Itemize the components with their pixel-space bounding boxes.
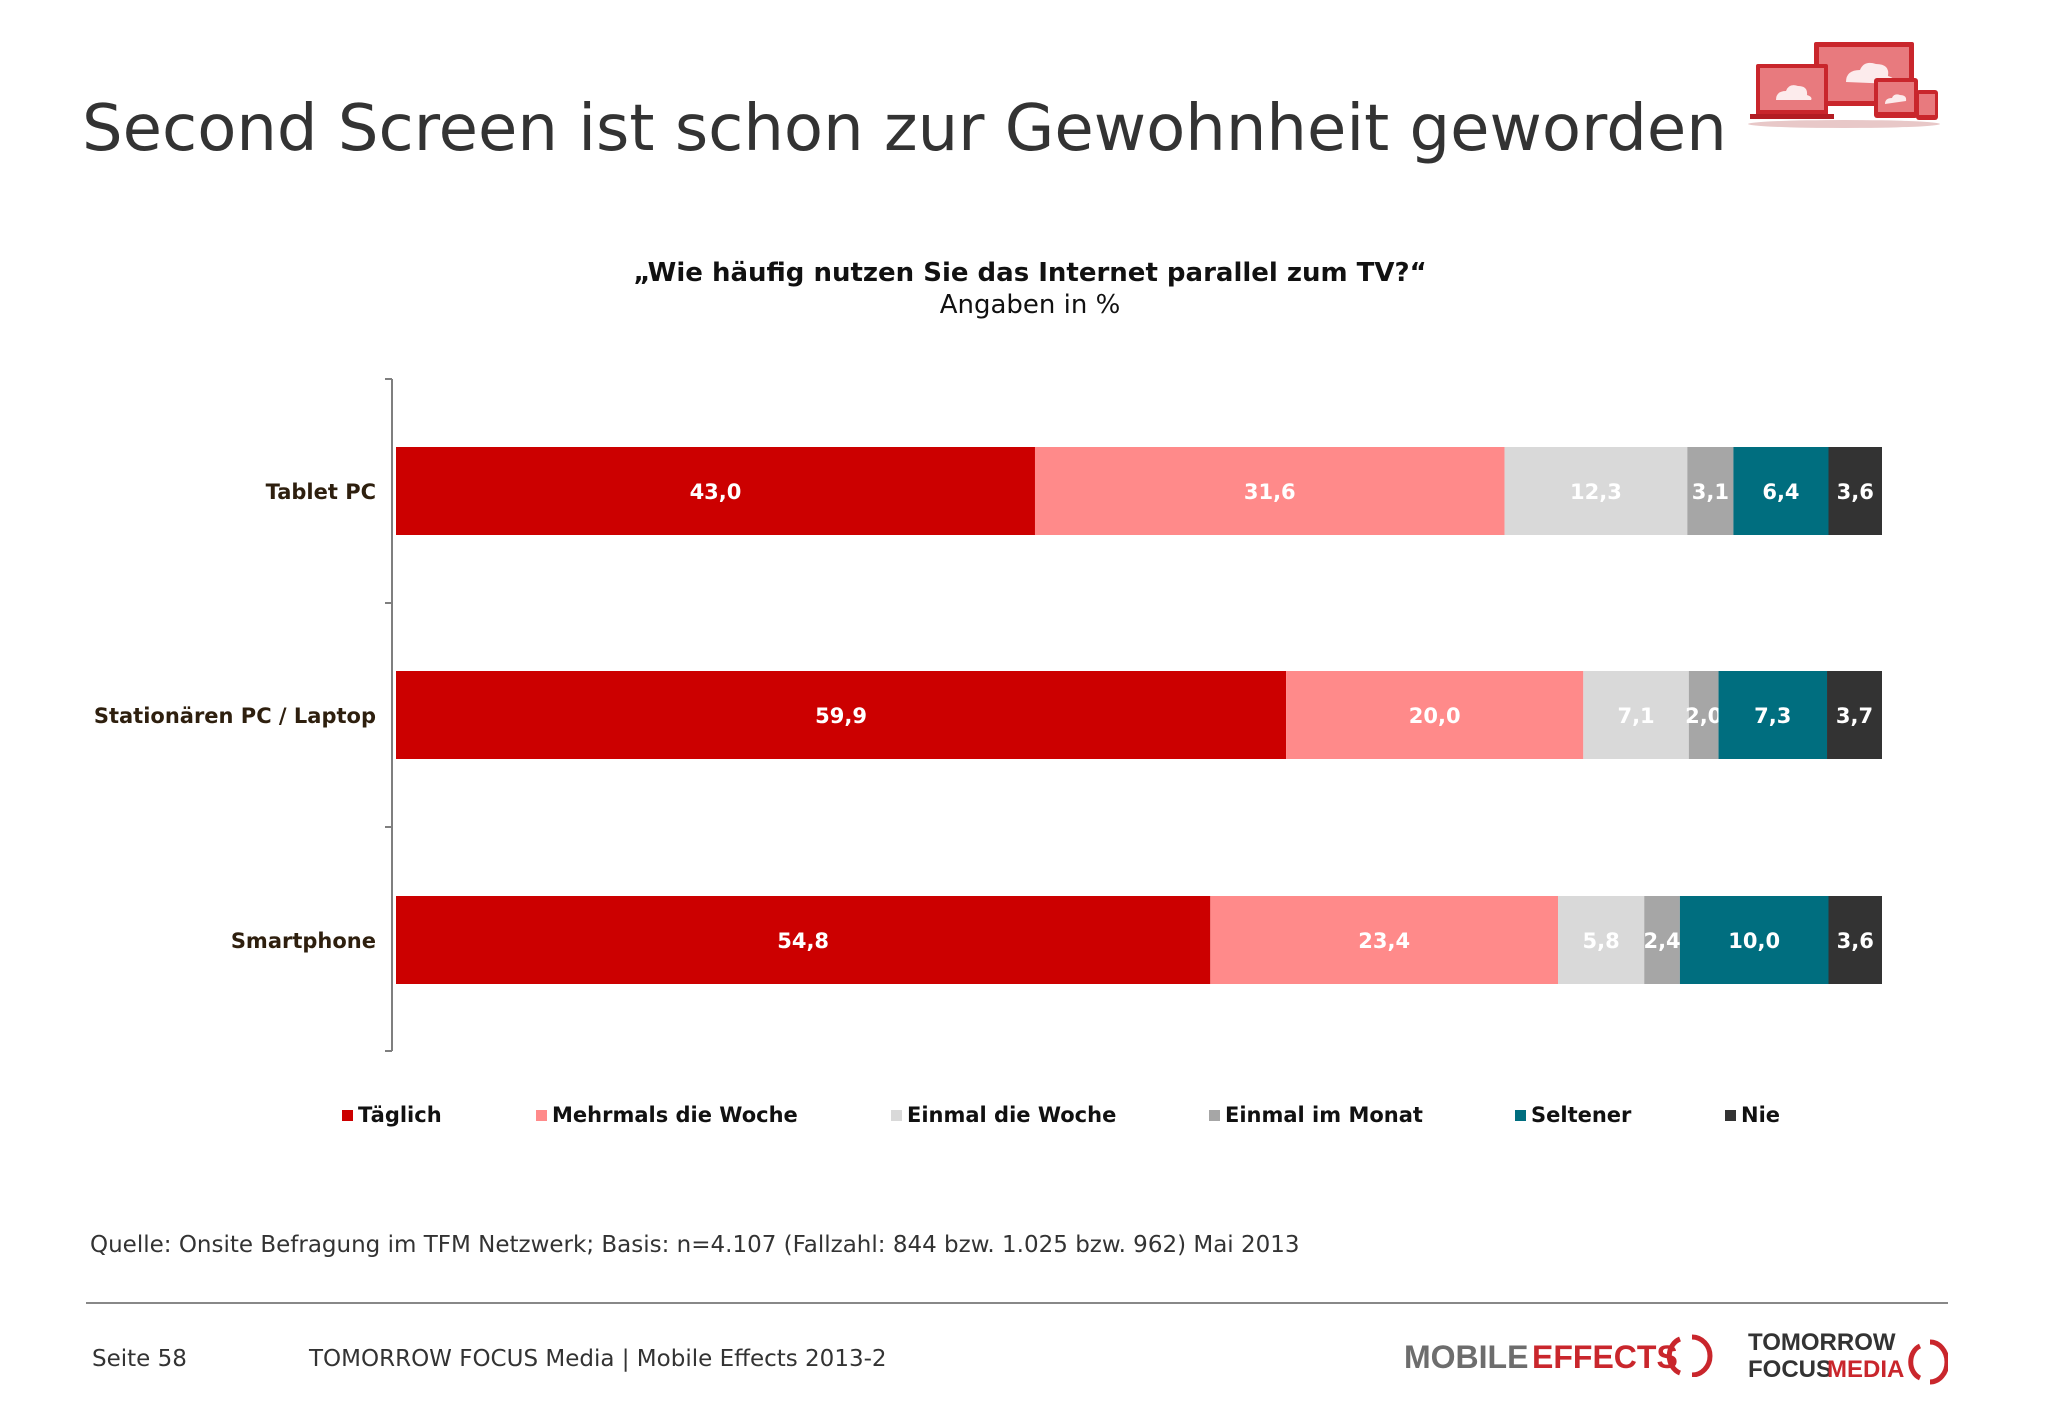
bar-segment <box>396 896 1211 984</box>
data-label: 6,4 <box>1762 480 1799 504</box>
data-label: 3,6 <box>1837 929 1874 953</box>
bar-segment <box>1718 671 1828 759</box>
legend-label: Seltener <box>1531 1103 1632 1127</box>
bar-segment <box>396 447 1035 535</box>
legend-label: Einmal im Monat <box>1225 1103 1423 1127</box>
data-label: 3,6 <box>1837 480 1874 504</box>
legend-item: Seltener <box>1515 1103 1631 1127</box>
legend-label: Nie <box>1741 1103 1781 1127</box>
data-label: 59,9 <box>815 704 867 728</box>
data-label: 7,3 <box>1754 704 1791 728</box>
bar-segment <box>1558 896 1645 984</box>
devices-cloud-icon <box>1748 42 1940 128</box>
page-title: Second Screen ist schon zur Gewohnheit g… <box>82 92 1727 166</box>
bar-segment <box>1679 896 1829 984</box>
bar-segment <box>1828 896 1882 984</box>
footer-divider <box>86 1302 1948 1304</box>
page-number: Seite 58 <box>92 1346 187 1372</box>
legend-label: Mehrmals die Woche <box>552 1103 798 1127</box>
legend-swatch <box>342 1109 353 1121</box>
footer-text: TOMORROW FOCUS Media | Mobile Effects 20… <box>309 1346 887 1372</box>
data-label: 23,4 <box>1358 929 1410 953</box>
logo-mobile-text: MOBILE <box>1404 1339 1528 1375</box>
legend-swatch <box>891 1109 902 1121</box>
legend-item: Einmal die Woche <box>891 1103 1116 1127</box>
bar-segment <box>1034 447 1505 535</box>
data-label: 3,7 <box>1836 704 1873 728</box>
data-label: 43,0 <box>690 480 742 504</box>
mobile-effects-logo: MOBILE EFFECTS <box>1404 1334 1713 1377</box>
chart-subtitle: Angaben in % <box>939 290 1121 320</box>
source-note: Quelle: Onsite Befragung im TFM Netzwerk… <box>90 1232 1300 1258</box>
data-label: 20,0 <box>1409 704 1461 728</box>
legend-item: Nie <box>1725 1103 1780 1127</box>
chart-title: „Wie häufig nutzen Sie das Internet para… <box>633 258 1427 288</box>
legend-swatch <box>536 1109 547 1121</box>
data-label: 2,4 <box>1643 929 1680 953</box>
bar-segment <box>1828 447 1882 535</box>
data-label: 7,1 <box>1617 704 1654 728</box>
bar-segment <box>1286 671 1584 759</box>
legend-swatch <box>1725 1109 1736 1121</box>
legend-swatch <box>1209 1109 1220 1121</box>
legend-item: Täglich <box>342 1103 442 1127</box>
data-label: 10,0 <box>1728 929 1780 953</box>
category-label: Stationären PC / Laptop <box>94 704 376 728</box>
bar-segment <box>1827 671 1882 759</box>
legend-label: Täglich <box>358 1103 442 1127</box>
data-label: 2,0 <box>1685 704 1722 728</box>
logo-focus-text: FOCUS <box>1748 1356 1832 1383</box>
logo-effects-text: EFFECTS <box>1532 1339 1678 1375</box>
category-label: Tablet PC <box>266 480 376 504</box>
data-label: 31,6 <box>1244 480 1296 504</box>
bar-segment <box>396 671 1287 759</box>
logo-tomorrow-text: TOMORROW <box>1748 1329 1896 1356</box>
bar-segment <box>1210 896 1559 984</box>
bar-segment <box>1583 671 1689 759</box>
chart-legend: Täglich Mehrmals die Woche Einmal die Woch… <box>0 1103 2048 1133</box>
legend-swatch <box>1515 1109 1526 1121</box>
data-label: 54,8 <box>777 929 829 953</box>
category-label: Smartphone <box>231 929 376 953</box>
bar-segment <box>1687 447 1734 535</box>
bar-segment <box>1644 896 1680 984</box>
legend-item: Mehrmals die Woche <box>536 1103 798 1127</box>
data-label: 5,8 <box>1583 929 1620 953</box>
bar-segment <box>1733 447 1829 535</box>
legend-item: Einmal im Monat <box>1209 1103 1423 1127</box>
logo-media-text: MEDIA <box>1827 1356 1904 1383</box>
tomorrow-focus-media-logo: TOMORROW FOCUS MEDIA <box>1748 1329 1948 1385</box>
legend-label: Einmal die Woche <box>907 1103 1117 1127</box>
bar-segment <box>1504 447 1688 535</box>
data-label: 3,1 <box>1692 480 1729 504</box>
bar-segment <box>1688 671 1719 759</box>
data-label: 12,3 <box>1570 480 1622 504</box>
